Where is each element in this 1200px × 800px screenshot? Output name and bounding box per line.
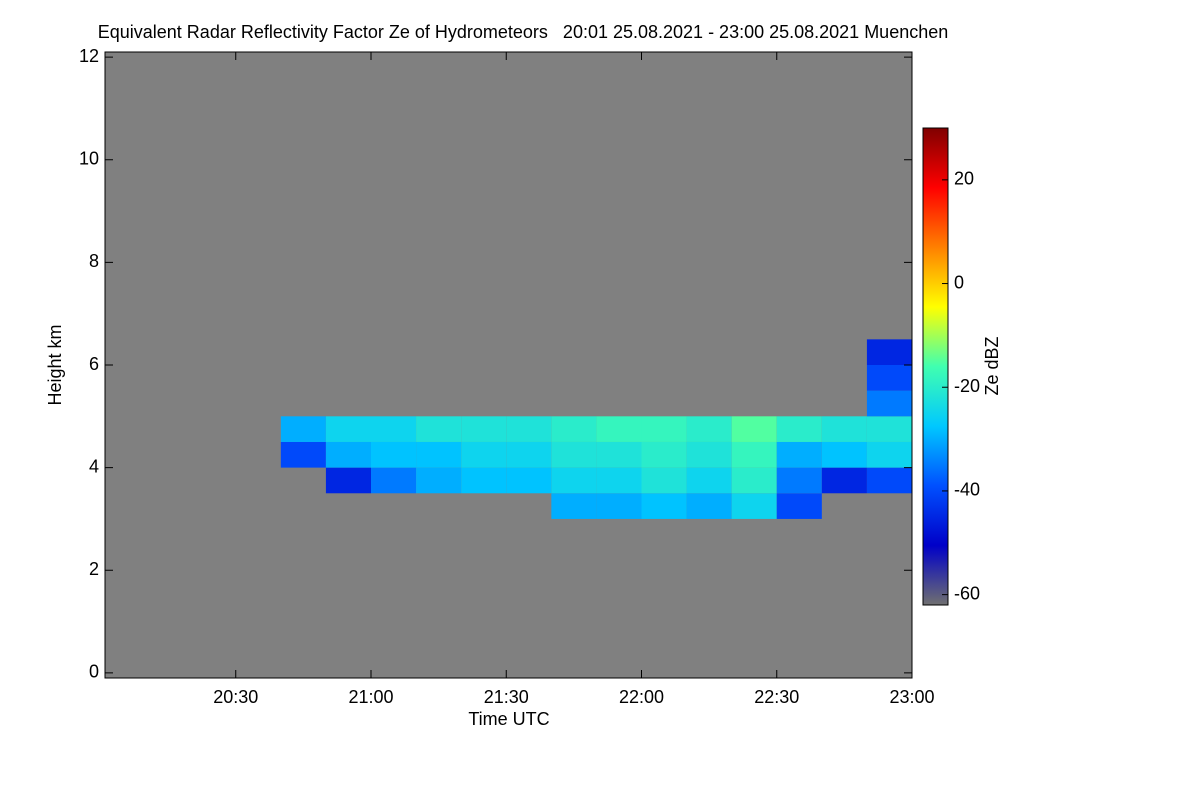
x-tick-label: 22:00 (619, 687, 664, 707)
heatmap-cell (596, 416, 642, 442)
heatmap-cell (776, 467, 822, 494)
heatmap-cell (325, 467, 371, 494)
y-tick-label: 12 (79, 46, 99, 66)
heatmap-cell (325, 416, 371, 442)
colorbar-tick-label: -20 (954, 376, 980, 396)
heatmap-cell (461, 441, 507, 468)
y-tick-label: 2 (89, 559, 99, 579)
heatmap-cell (686, 493, 732, 519)
heatmap-cell (776, 493, 822, 519)
heatmap-cell (821, 467, 867, 494)
x-tick-label: 21:30 (484, 687, 529, 707)
y-tick-label: 8 (89, 251, 99, 271)
heatmap-cell (416, 416, 462, 442)
heatmap-cell (866, 390, 912, 417)
heatmap-cell (461, 416, 507, 442)
heatmap-cell (686, 416, 732, 442)
heatmap-cell (596, 493, 642, 519)
heatmap-cell (866, 441, 912, 468)
heatmap-cell (866, 416, 912, 442)
heatmap-cell (776, 441, 822, 468)
heatmap-cell (866, 467, 912, 494)
heatmap-cell (641, 416, 687, 442)
heatmap-cell (731, 441, 777, 468)
colorbar-label: Ze dBZ (982, 336, 1002, 395)
heatmap-cell (416, 467, 462, 494)
heatmap-cell (506, 467, 552, 494)
heatmap-cell (416, 441, 462, 468)
heatmap-cell (370, 416, 417, 442)
heatmap-cell (370, 441, 417, 468)
x-tick-label: 23:00 (889, 687, 934, 707)
heatmap-cell (776, 416, 822, 442)
heatmap-cell (280, 441, 326, 468)
heatmap-cell (280, 416, 326, 442)
y-tick-label: 6 (89, 354, 99, 374)
heatmap-cell (551, 467, 597, 494)
heatmap-cell (686, 441, 732, 468)
heatmap-cell (551, 493, 597, 519)
heatmap-cell (641, 441, 687, 468)
heatmap-cell (551, 416, 597, 442)
colorbar-tick-label: 20 (954, 169, 974, 189)
x-tick-label: 22:30 (754, 687, 799, 707)
heatmap-cell (866, 365, 912, 391)
heatmap-cell (686, 467, 732, 494)
heatmap-cell (821, 416, 867, 442)
colorbar (922, 127, 949, 606)
heatmap-cell (821, 441, 867, 468)
heatmap-cell (641, 467, 687, 494)
heatmap-cell (866, 339, 912, 365)
heatmap-cell (506, 416, 552, 442)
heatmap-cell (596, 441, 642, 468)
heatmap-cell (731, 416, 777, 442)
colorbar-tick-label: -60 (954, 583, 980, 603)
heatmap-cell (551, 441, 597, 468)
colorbar-tick-label: -40 (954, 480, 980, 500)
heatmap-cell (370, 467, 417, 494)
heatmap-cell (506, 441, 552, 468)
heatmap-cell (731, 493, 777, 519)
y-tick-label: 0 (89, 662, 99, 682)
heatmap-cell (731, 467, 777, 494)
x-axis-label: Time UTC (468, 709, 549, 729)
heatmap-cell (461, 467, 507, 494)
heatmap-cell (325, 441, 371, 468)
colorbar-tick-label: 0 (954, 272, 964, 292)
plot-background (105, 52, 912, 678)
heatmap-cell (596, 467, 642, 494)
chart-title: Equivalent Radar Reflectivity Factor Ze … (98, 22, 949, 42)
y-tick-label: 4 (89, 456, 99, 476)
x-tick-label: 21:00 (348, 687, 393, 707)
heatmap-cell (641, 493, 687, 519)
y-tick-label: 10 (79, 149, 99, 169)
y-axis-label: Height km (45, 324, 65, 405)
x-tick-label: 20:30 (213, 687, 258, 707)
